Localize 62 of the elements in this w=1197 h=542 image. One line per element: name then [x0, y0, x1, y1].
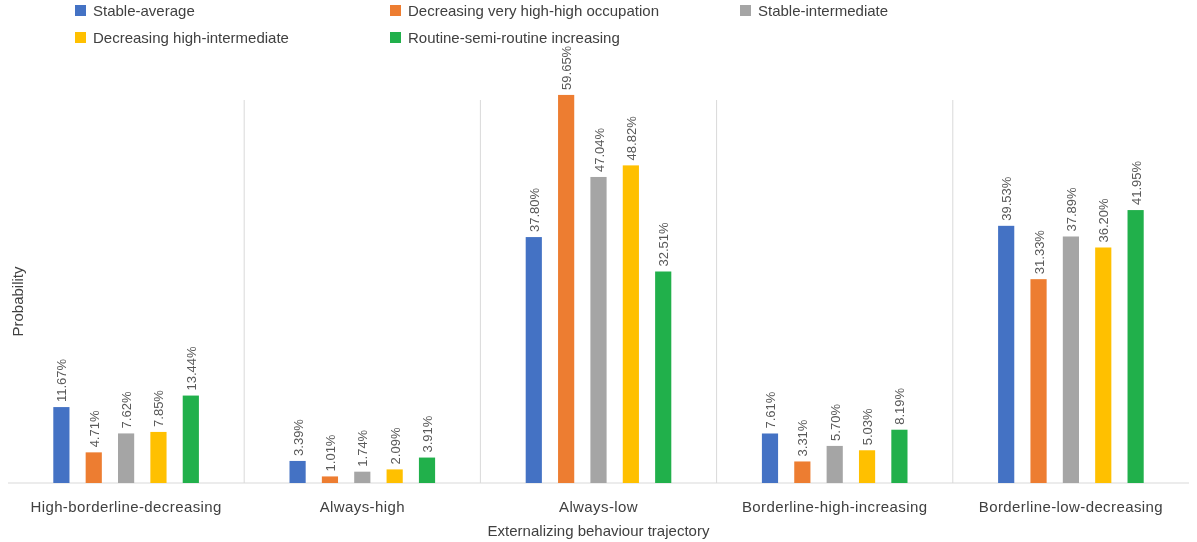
data-label: 4.71% [86, 410, 102, 448]
bar [182, 395, 199, 483]
bar [891, 429, 908, 483]
data-label: 3.31% [795, 419, 811, 457]
x-axis-title: Externalizing behaviour trajectory [487, 522, 710, 539]
data-label: 3.39% [290, 418, 306, 456]
data-label: 7.61% [762, 391, 778, 429]
x-tick-label: Always-low [558, 498, 639, 515]
bar [118, 433, 135, 483]
y-axis-title: Probability [9, 265, 26, 337]
data-label: 31.33% [1031, 229, 1047, 275]
bar [826, 445, 843, 483]
bar [418, 457, 436, 483]
bar [794, 461, 811, 483]
bar [354, 471, 371, 483]
data-label: 48.82% [623, 115, 639, 161]
x-tick-label: Borderline-low-decreasing [978, 498, 1164, 515]
data-label: 8.19% [892, 387, 908, 425]
bar [761, 433, 779, 483]
bar [590, 176, 607, 483]
legend-label: Stable-intermediate [758, 2, 889, 19]
data-label: 1.01% [322, 434, 338, 472]
data-label: 1.74% [355, 429, 371, 467]
bar [622, 165, 639, 483]
bar [655, 271, 672, 483]
data-label: 36.20% [1096, 197, 1112, 243]
bar [1127, 210, 1144, 483]
bar [53, 407, 70, 483]
data-label: 32.51% [656, 221, 672, 267]
data-label: 37.80% [526, 187, 542, 233]
bar [558, 94, 575, 483]
legend-label: Decreasing very high-high occupation [408, 2, 659, 19]
bar [1095, 247, 1112, 483]
bar [525, 237, 542, 483]
data-label: 59.65% [559, 45, 575, 90]
data-label: 37.89% [1063, 186, 1079, 232]
bar [858, 450, 876, 483]
data-label: 39.53% [999, 176, 1015, 221]
bar [85, 452, 102, 483]
bar [998, 225, 1015, 483]
data-label: 7.85% [151, 389, 167, 427]
legend-label: Stable-average [93, 2, 195, 19]
x-tick-label: Always-high [319, 498, 405, 515]
bar [150, 431, 167, 483]
data-label: 2.09% [387, 427, 403, 465]
data-label: 47.04% [591, 127, 607, 172]
legend-label: Routine-semi-routine increasing [408, 29, 620, 46]
data-label: 13.44% [183, 346, 199, 391]
legend-label: Decreasing high-intermediate [93, 29, 289, 46]
bar [289, 460, 306, 483]
x-tick-label: Borderline-high-increasing [741, 498, 928, 515]
data-label: 3.91% [420, 415, 436, 453]
data-label: 7.62% [119, 391, 135, 429]
data-label: 5.03% [860, 407, 876, 446]
data-label: 11.67% [54, 358, 70, 403]
bar [321, 476, 339, 483]
data-label: 5.70% [827, 403, 843, 441]
bar [1030, 279, 1047, 483]
x-tick-label: High-borderline-decreasing [30, 498, 222, 515]
data-label: 41.95% [1128, 160, 1144, 206]
bar [1062, 236, 1079, 483]
bar [386, 469, 403, 483]
